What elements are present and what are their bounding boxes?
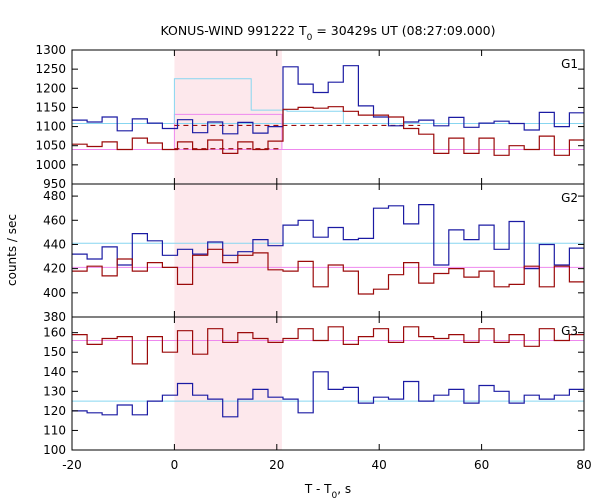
x-axis-title-main: T - T [304, 482, 332, 496]
fitted-step-level [173, 78, 344, 124]
series-red [72, 248, 584, 295]
chart-title-subscript: 0 [307, 33, 313, 43]
series-blue [72, 65, 584, 135]
x-axis-title-subscript: 0 [332, 491, 338, 500]
plot-frame [71, 49, 585, 451]
chart-title-main: KONUS-WIND 991222 T [160, 23, 306, 38]
y-tick-label: 1050 [35, 139, 66, 153]
x-tick-label: -20 [62, 458, 82, 472]
y-tick-label: 420 [43, 262, 66, 276]
chart-title: KONUS-WIND 991222 T0 = 30429s UT (08:27:… [160, 23, 495, 43]
y-tick-label: 1300 [35, 43, 66, 57]
y-tick-label: 150 [43, 345, 66, 359]
y-axis-title: counts / sec [5, 214, 19, 286]
panel-frame [71, 183, 585, 318]
x-tick-label: 40 [372, 458, 387, 472]
series-blue [72, 204, 584, 270]
panel-frame [71, 316, 585, 451]
x-tick-label: 80 [576, 458, 591, 472]
y-tick-label: 140 [43, 365, 66, 379]
panel-frame [71, 49, 585, 185]
chart-title-rest: = 30429s UT (08:27:09.000) [312, 23, 495, 38]
y-tick-label: 110 [43, 423, 66, 437]
series-blue [72, 371, 584, 418]
panel-g1: 950 1000 1050 1100 1150 1200 1250 1300 G1 [35, 43, 584, 191]
y-tick-label: 1000 [35, 158, 66, 172]
x-axis-title-unit: , s [337, 482, 351, 496]
y-tick-label: 380 [43, 310, 66, 324]
x-axis: -20 0 20 40 60 80 [62, 50, 592, 472]
y-tick-label: 460 [43, 213, 66, 227]
y-tick-label: 1250 [35, 62, 66, 76]
y-tick-label: 440 [43, 237, 66, 251]
y-tick-label: 950 [43, 177, 66, 191]
y-tick-label: 400 [43, 286, 66, 300]
x-axis-title: T - T0, s [304, 482, 351, 500]
y-tick-label: 480 [43, 189, 66, 203]
y-tick-label: 160 [43, 326, 66, 340]
y-tick-label: 100 [43, 443, 66, 457]
panel-label: G1 [561, 57, 578, 71]
y-tick-label: 130 [43, 384, 66, 398]
interval-average-box [173, 113, 283, 150]
y-tick-label: 1150 [35, 100, 66, 114]
series-red [72, 326, 584, 365]
x-tick-label: 20 [269, 458, 284, 472]
x-tick-label: 0 [171, 458, 179, 472]
y-tick-label: 1200 [35, 81, 66, 95]
panel-g3: 100 110 120 130 140 150 160 G3 [43, 324, 584, 457]
series-red [72, 106, 584, 156]
panel-label: G3 [561, 324, 578, 338]
y-tick-label: 1100 [35, 120, 66, 134]
panel-g2: 380 400 420 440 460 480 G2 [43, 189, 584, 324]
panel-label: G2 [561, 191, 578, 205]
y-tick-label: 120 [43, 404, 66, 418]
x-tick-label: 60 [474, 458, 489, 472]
